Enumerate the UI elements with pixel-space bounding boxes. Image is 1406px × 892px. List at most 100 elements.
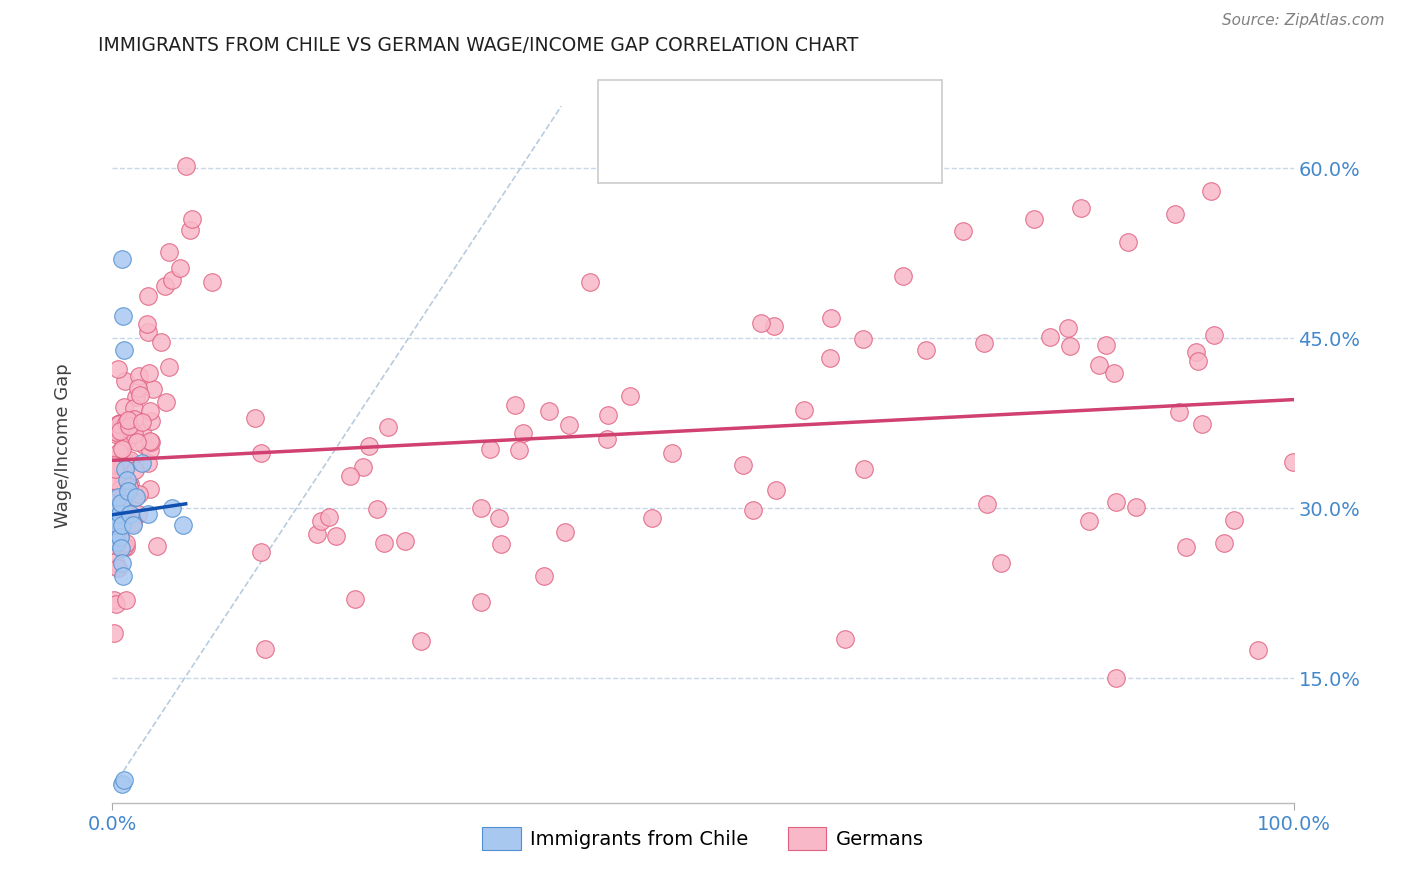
Point	[1102, 366, 1125, 380]
Point	[108, 445, 131, 459]
Point	[105, 531, 128, 545]
Text: R =: R =	[659, 143, 702, 162]
Point	[108, 417, 131, 431]
Point	[1077, 514, 1099, 528]
Point	[125, 390, 148, 404]
Point	[181, 211, 204, 226]
Point	[108, 485, 131, 500]
Point	[1116, 235, 1139, 249]
Point	[105, 513, 128, 527]
Point	[115, 541, 138, 555]
Point	[117, 476, 139, 491]
Point	[112, 540, 135, 554]
Point	[138, 366, 160, 380]
Point	[105, 494, 128, 508]
Point	[505, 398, 527, 412]
Point	[107, 518, 129, 533]
Point	[533, 568, 555, 582]
Point	[1213, 536, 1236, 550]
Text: N =: N =	[775, 101, 831, 120]
Point	[115, 434, 138, 448]
Point	[309, 514, 332, 528]
Point	[596, 408, 619, 422]
Point	[128, 388, 150, 402]
Point	[554, 524, 576, 539]
Point	[108, 530, 131, 544]
Point	[1191, 417, 1213, 432]
Point	[115, 593, 138, 607]
Point	[305, 526, 328, 541]
Point	[249, 545, 271, 559]
Point	[111, 434, 134, 448]
Point	[973, 336, 995, 351]
Point	[852, 462, 875, 476]
Point	[107, 417, 129, 431]
Point	[135, 317, 157, 331]
Point	[373, 536, 395, 550]
Point	[512, 426, 534, 441]
Point	[117, 484, 139, 499]
Point	[117, 413, 139, 427]
Point	[131, 456, 153, 470]
Point	[578, 275, 600, 289]
Point	[118, 456, 141, 470]
Point	[250, 445, 273, 459]
Point	[122, 401, 145, 415]
Point	[976, 497, 998, 511]
Point	[201, 275, 224, 289]
Point	[491, 537, 513, 551]
Point	[104, 555, 127, 569]
Point	[139, 404, 162, 418]
Point	[111, 442, 134, 456]
Text: 168: 168	[825, 143, 862, 162]
Point	[138, 434, 160, 449]
Point	[118, 480, 141, 494]
Point	[344, 591, 367, 606]
Point	[1105, 495, 1128, 509]
Text: 0.250: 0.250	[707, 101, 763, 120]
Point	[478, 442, 501, 457]
Point	[741, 503, 763, 517]
Text: IMMIGRANTS FROM CHILE VS GERMAN WAGE/INCOME GAP CORRELATION CHART: IMMIGRANTS FROM CHILE VS GERMAN WAGE/INC…	[98, 36, 859, 54]
Point	[103, 496, 125, 510]
Point	[366, 502, 388, 516]
Point	[1125, 500, 1147, 515]
Point	[915, 343, 938, 357]
Point	[160, 273, 183, 287]
Point	[107, 561, 129, 575]
Point	[103, 538, 125, 552]
Point	[121, 518, 143, 533]
Point	[107, 455, 129, 469]
Point	[138, 482, 160, 496]
Point	[131, 416, 153, 430]
Point	[157, 245, 180, 260]
Point	[122, 426, 145, 441]
Point	[1039, 330, 1062, 344]
Text: Source: ZipAtlas.com: Source: ZipAtlas.com	[1222, 13, 1385, 29]
Point	[1282, 455, 1305, 469]
Point	[114, 536, 136, 550]
Point	[142, 382, 165, 396]
Point	[111, 459, 134, 474]
Point	[103, 500, 125, 514]
Point	[1222, 513, 1244, 527]
Point	[120, 477, 142, 491]
Point	[127, 434, 149, 449]
Point	[818, 351, 841, 365]
Point	[765, 483, 787, 497]
Point	[762, 319, 785, 334]
Point	[111, 776, 134, 790]
Point	[132, 437, 155, 451]
Point	[107, 518, 129, 533]
Point	[179, 223, 201, 237]
Point	[107, 362, 129, 376]
Point	[120, 507, 142, 521]
Point	[174, 159, 197, 173]
Point	[470, 595, 492, 609]
Point	[409, 634, 432, 648]
Point	[104, 462, 127, 476]
Point	[127, 381, 149, 395]
Point	[245, 410, 267, 425]
Point	[108, 517, 131, 532]
Point	[103, 528, 125, 542]
